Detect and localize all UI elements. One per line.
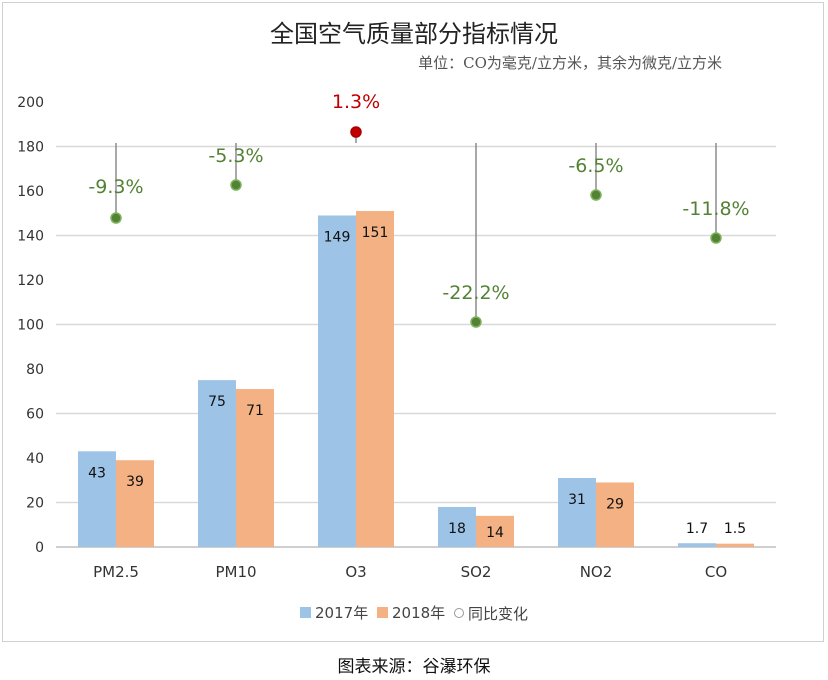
change-label: -22.2% <box>442 282 509 304</box>
legend-item-2018: 2018年 <box>376 602 446 623</box>
legend: 2017年 2018年 同比变化 <box>0 602 828 624</box>
change-marker <box>470 316 482 328</box>
bar-2017 <box>198 380 236 547</box>
y-tick-label: 120 <box>17 273 44 289</box>
y-tick-label: 140 <box>17 229 44 245</box>
y-tick-label: 80 <box>26 362 44 378</box>
y-tick-label: 180 <box>17 140 44 156</box>
chart-title: 全国空气质量部分指标情况 <box>270 20 558 48</box>
y-tick-label: 20 <box>26 496 44 512</box>
bar-2018 <box>116 460 154 547</box>
chart-unit-note: 单位：CO为毫克/立方米，其余为微克/立方米 <box>418 54 722 72</box>
bar-value-label-2018: 151 <box>362 225 389 241</box>
legend-label-2018: 2018年 <box>391 604 446 622</box>
legend-item-change: 同比变化 <box>453 603 528 624</box>
y-tick-label: 160 <box>17 184 44 200</box>
legend-marker-change <box>453 608 464 618</box>
bar-2017 <box>558 478 596 547</box>
y-tick-label: 40 <box>26 451 44 467</box>
bar-2018 <box>596 482 634 547</box>
x-tick-label: PM2.5 <box>93 563 139 581</box>
legend-label-change: 同比变化 <box>467 604 528 623</box>
bar-value-label-2017: 1.7 <box>686 521 708 537</box>
change-marker <box>350 126 362 138</box>
change-marker <box>710 232 722 244</box>
bar-value-label-2017: 149 <box>324 229 351 245</box>
change-label: 1.3% <box>332 91 380 113</box>
change-label: -6.5% <box>568 155 623 177</box>
bar-2017 <box>78 451 116 547</box>
bar-2018 <box>236 389 274 547</box>
change-marker <box>110 212 122 224</box>
bar-value-label-2018: 14 <box>486 525 504 541</box>
x-tick-label: NO2 <box>580 563 613 581</box>
change-marker <box>230 179 242 191</box>
bar-value-label-2017: 43 <box>88 465 106 481</box>
legend-item-2017: 2017年 <box>300 602 368 623</box>
y-tick-label: 200 <box>17 95 44 111</box>
bar-value-label-2018: 39 <box>126 474 144 490</box>
bar-value-label-2018: 1.5 <box>724 521 746 537</box>
source-caption: 图表来源：谷瀑环保 <box>337 657 491 677</box>
y-tick-label: 60 <box>26 407 44 423</box>
bar-value-label-2017: 75 <box>208 394 226 410</box>
legend-swatch-2018 <box>376 607 388 618</box>
bar-2018 <box>716 543 754 547</box>
bar-2018 <box>476 515 514 547</box>
bar-2017 <box>678 543 716 547</box>
x-tick-label: O3 <box>345 563 366 581</box>
change-label: -11.8% <box>682 198 749 220</box>
change-label: -9.3% <box>88 176 143 198</box>
change-marker <box>590 189 602 201</box>
bar-value-label-2018: 29 <box>606 496 624 512</box>
bar-value-label-2017: 31 <box>568 492 586 508</box>
x-tick-label: SO2 <box>461 563 492 581</box>
bar-value-label-2017: 18 <box>448 521 466 537</box>
legend-swatch-2017 <box>300 607 312 618</box>
x-tick-label: PM10 <box>215 563 256 581</box>
bar-2017 <box>438 506 476 547</box>
change-label: -5.3% <box>208 145 263 167</box>
bar-2017 <box>318 215 356 547</box>
x-tick-label: CO <box>705 563 727 581</box>
y-tick-label: 100 <box>17 318 44 334</box>
bar-2018 <box>356 211 394 547</box>
y-tick-label: 0 <box>35 540 44 556</box>
bar-value-label-2018: 71 <box>246 403 264 419</box>
legend-label-2017: 2017年 <box>315 604 369 622</box>
